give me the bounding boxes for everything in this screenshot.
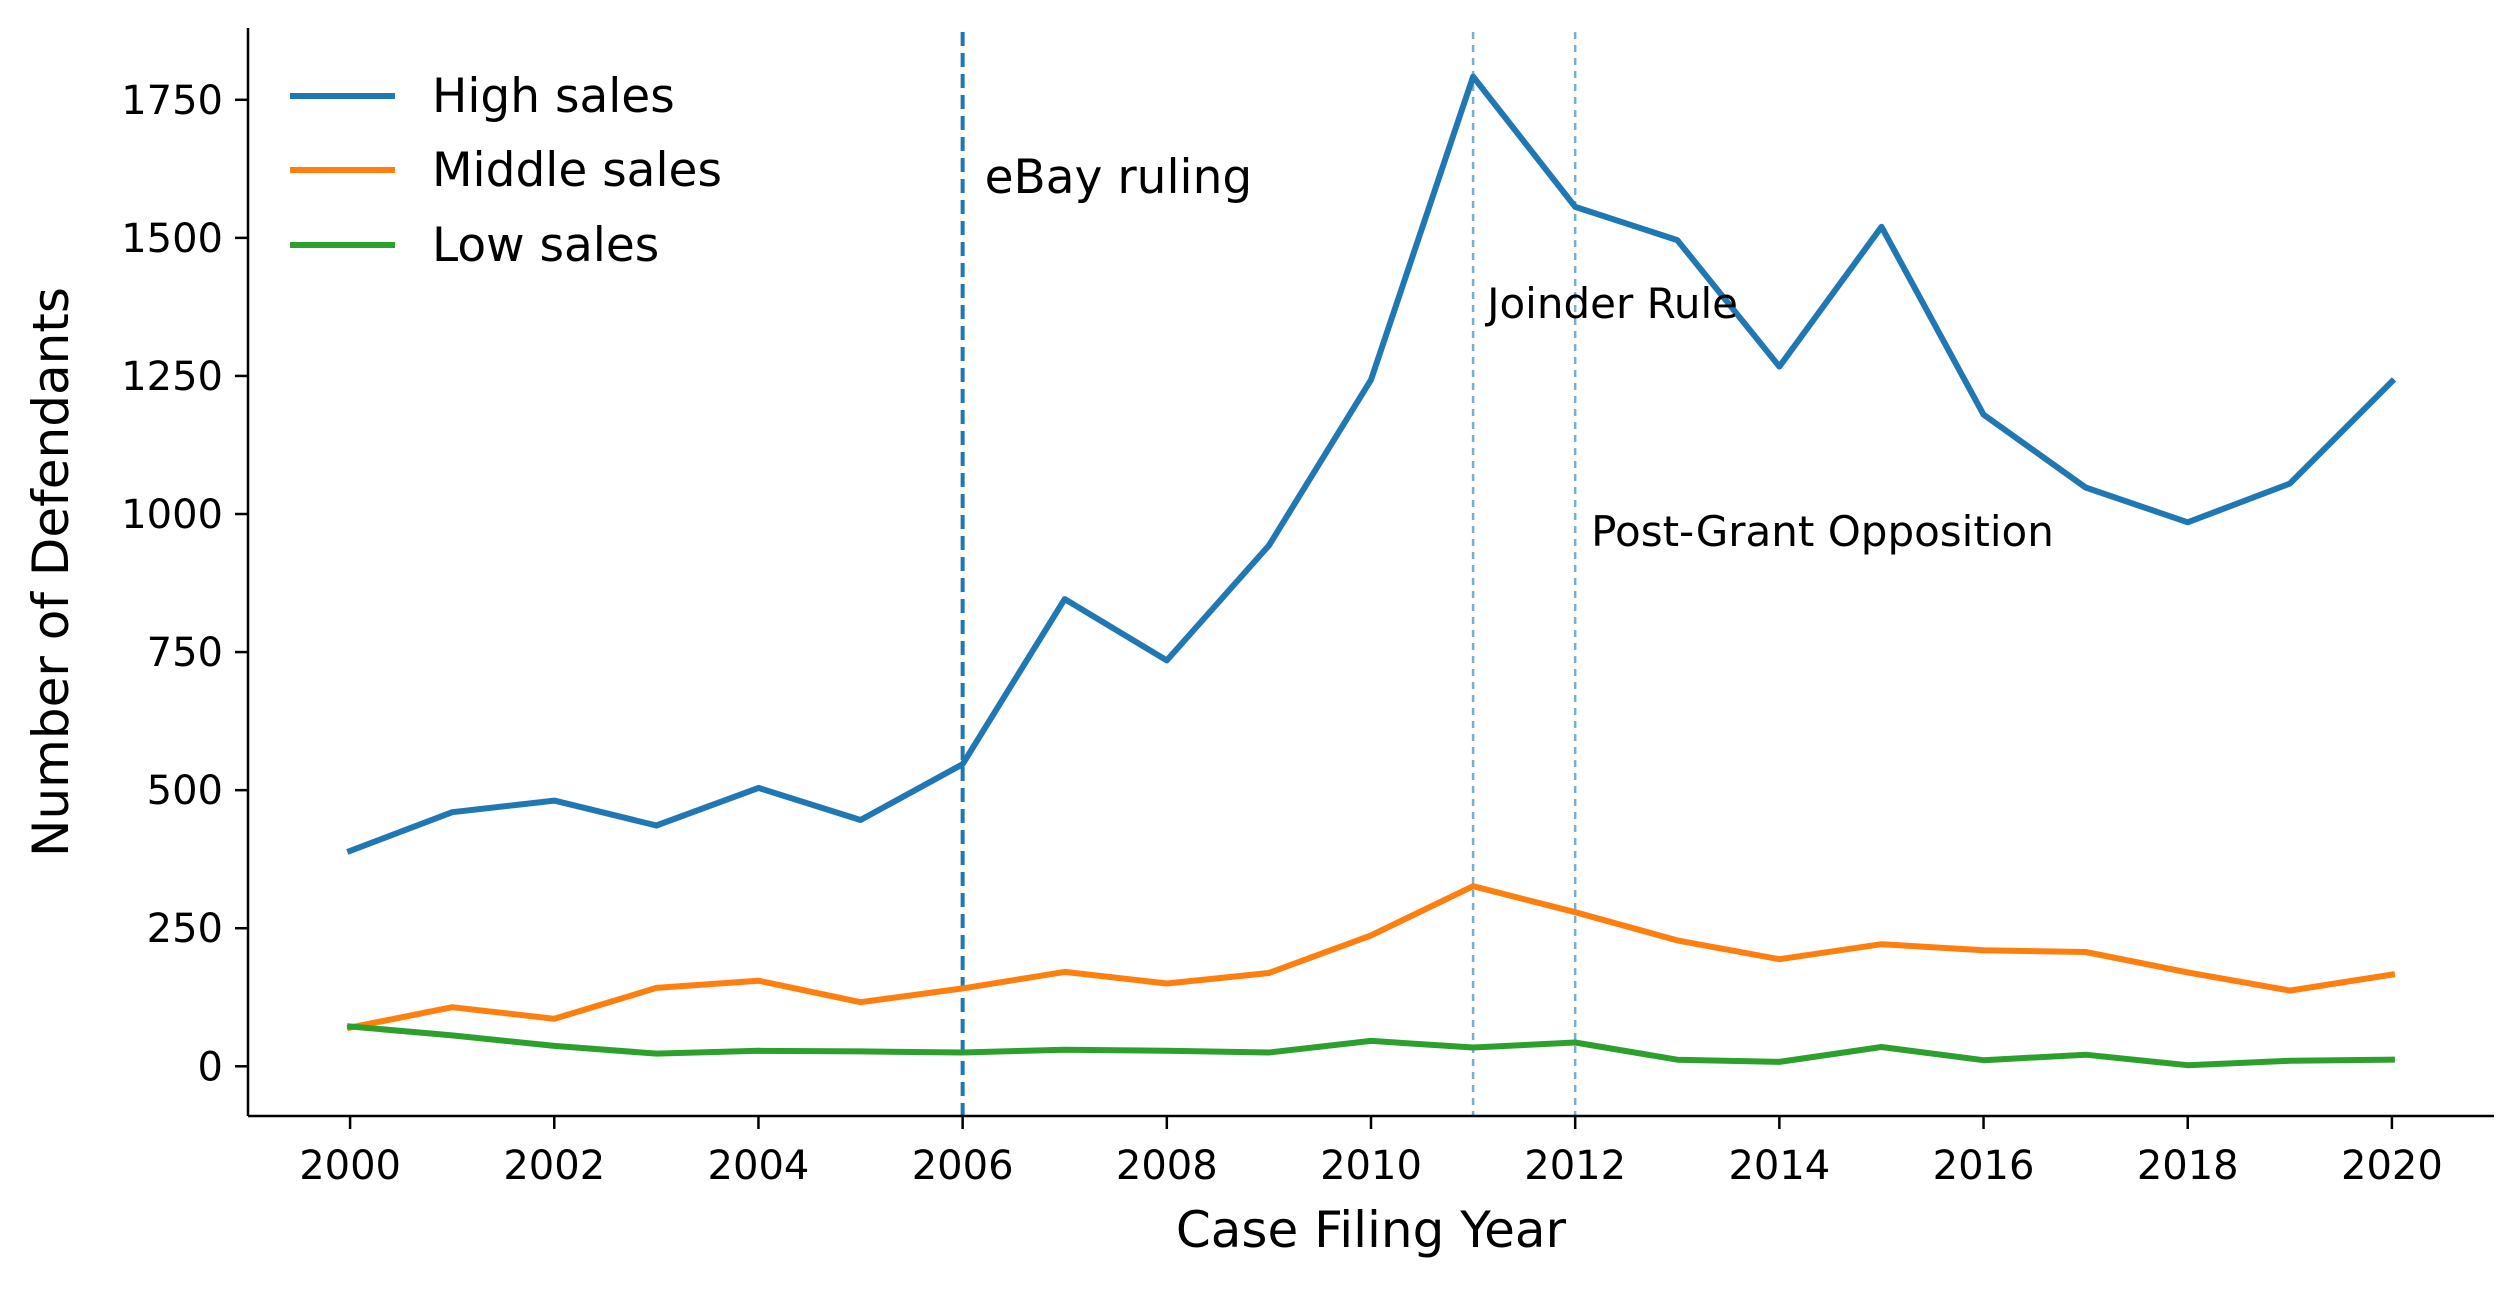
x-tick-label: 2018 xyxy=(2137,1143,2239,1189)
legend-label-middle-sales: Middle sales xyxy=(432,143,722,198)
y-axis-title: Number of Defendants xyxy=(22,287,80,857)
x-tick-label: 2000 xyxy=(299,1143,401,1189)
y-tick-label: 500 xyxy=(147,768,223,814)
x-tick-label: 2006 xyxy=(912,1143,1014,1189)
x-tick-label: 2012 xyxy=(1524,1143,1626,1189)
legend-item-high-sales: High sales xyxy=(290,69,675,124)
event-lines xyxy=(960,32,1577,1116)
y-tick-label: 1250 xyxy=(121,354,223,400)
x-tick-label: 2010 xyxy=(1320,1143,1422,1189)
annotation-joinder-rule: Joinder Rule xyxy=(1484,279,1738,328)
series-line-middle-sales xyxy=(346,883,2396,1032)
series-lines xyxy=(346,73,2397,1069)
x-tick-label: 2008 xyxy=(1116,1143,1218,1189)
x-tick-label: 2002 xyxy=(503,1143,605,1189)
series-line-low-sales xyxy=(346,1023,2395,1069)
legend: High sales Middle sales Low sales xyxy=(290,69,722,273)
annotations: eBay ruling Joinder Rule Post-Grant Oppo… xyxy=(985,150,2054,556)
y-tick-label: 250 xyxy=(147,906,223,952)
x-tick-label: 2020 xyxy=(2341,1143,2443,1189)
ticks: 2000 2002 2004 2006 2008 2010 2012 2014 2016 2018… xyxy=(121,78,2443,1189)
y-tick-label: 750 xyxy=(147,630,223,676)
y-tick-label: 1750 xyxy=(121,78,223,124)
legend-item-low-sales: Low sales xyxy=(290,218,659,273)
x-tick-label: 2004 xyxy=(708,1143,810,1189)
legend-item-middle-sales: Middle sales xyxy=(290,143,722,198)
y-tick-label: 1500 xyxy=(121,216,223,262)
y-tick-label: 1000 xyxy=(121,492,223,538)
y-tick-label: 0 xyxy=(198,1044,223,1090)
x-tick-label: 2016 xyxy=(1933,1143,2035,1189)
annotation-post-grant-opposition: Post-Grant Opposition xyxy=(1591,507,2054,556)
legend-label-high-sales: High sales xyxy=(432,69,675,124)
series-line-high-sales xyxy=(346,73,2397,855)
legend-label-low-sales: Low sales xyxy=(432,218,659,273)
x-tick-label: 2014 xyxy=(1728,1143,1830,1189)
x-axis-title: Case Filing Year xyxy=(1176,1201,1567,1259)
annotation-ebay-ruling: eBay ruling xyxy=(985,150,1253,205)
